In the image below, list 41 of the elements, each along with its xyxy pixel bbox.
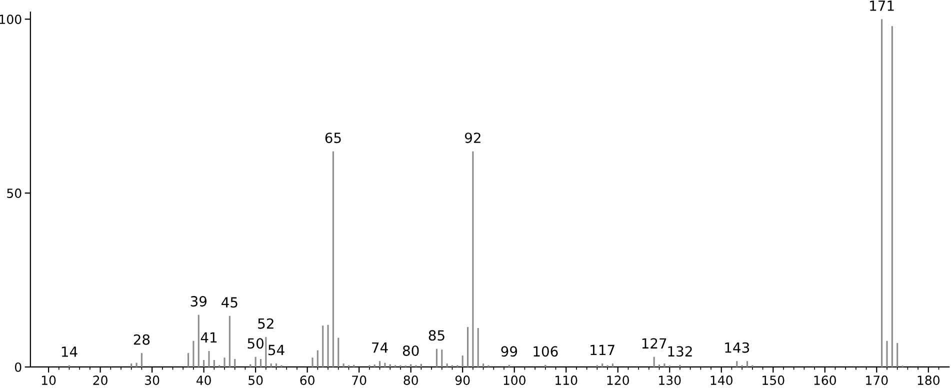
x-tick-label: 130	[659, 376, 681, 385]
x-tick-label: 40	[196, 376, 211, 385]
x-tick-label: 80	[404, 376, 418, 385]
annotation: 85	[428, 330, 444, 341]
x-tick-label: 170	[866, 376, 888, 385]
annotation: 132	[668, 346, 692, 357]
annotation: 52	[258, 318, 274, 329]
annotation: 171	[870, 0, 894, 11]
y-tick-label: 100	[0, 14, 22, 24]
x-tick-label: 110	[556, 376, 578, 385]
x-tick-label: 50	[248, 376, 263, 385]
annotation: 143	[725, 342, 750, 353]
x-tick-label: 20	[93, 376, 108, 385]
annotation: 54	[268, 344, 284, 356]
x-tick-label: 150	[762, 376, 784, 385]
x-tick-label: 140	[710, 376, 732, 385]
x-tick-label: 90	[455, 376, 470, 385]
annotation: 41	[200, 332, 217, 343]
annotation: 50	[248, 338, 264, 349]
x-tick-label: 60	[300, 376, 314, 385]
annotation: 45	[222, 297, 238, 308]
annotation: 99	[501, 346, 518, 357]
y-tick-label: 0	[14, 362, 22, 372]
annotation: 106	[534, 346, 558, 357]
annotation: 74	[372, 342, 388, 353]
x-tick-label: 30	[145, 376, 160, 385]
annotation: 92	[464, 132, 480, 144]
x-tick-label: 100	[504, 376, 526, 385]
annotation: 127	[642, 338, 666, 348]
annotation: 39	[190, 296, 206, 307]
y-tick-label: 50	[7, 188, 22, 198]
x-tick-label: 120	[607, 376, 629, 385]
x-tick-label: 180	[918, 376, 940, 385]
annotation: 117	[590, 344, 614, 356]
x-tick-label: 160	[814, 376, 836, 385]
x-tick-label: 10	[42, 376, 56, 385]
annotation: 80	[402, 345, 419, 356]
annotation: 14	[62, 346, 78, 357]
x-tick-label: 70	[352, 376, 366, 385]
annotation: 65	[325, 132, 341, 144]
annotation: 28	[134, 334, 150, 345]
